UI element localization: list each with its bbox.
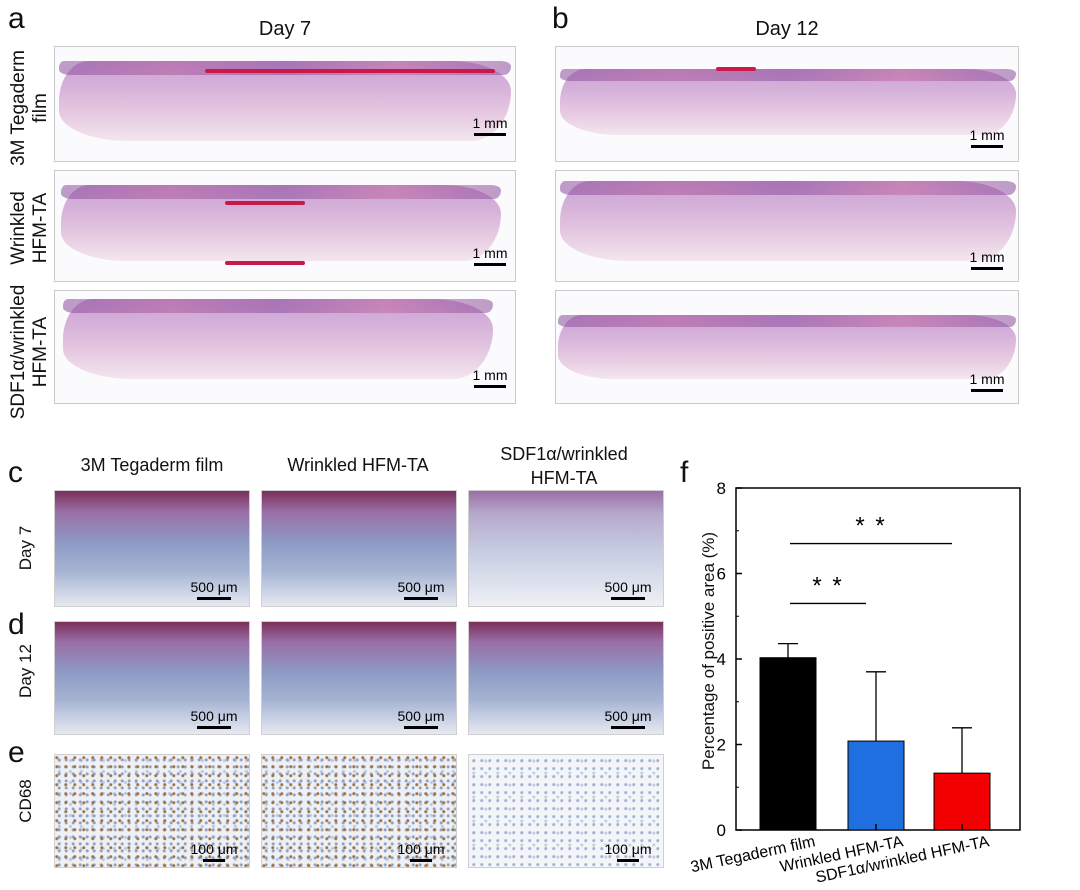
- scale-bar-label: 100 μm: [190, 841, 238, 857]
- row-label-sdf1a: SDF1α/wrinkled HFM-TA: [8, 270, 52, 434]
- scale-bar-label: 500 μm: [604, 579, 652, 595]
- masson-image-tegaderm-day12: 500 μm: [54, 621, 250, 735]
- scale-bar-label: 1 mm: [472, 245, 508, 261]
- scale-bar-label: 500 μm: [190, 579, 238, 595]
- masson-image-wrinkled-day7: 500 μm: [261, 490, 457, 607]
- scale-bar-label: 1 mm: [472, 367, 508, 383]
- scale-bar-label: 500 μm: [190, 708, 238, 724]
- scale-bar: 1 mm: [455, 367, 515, 388]
- scale-bar: 1 mm: [952, 249, 1018, 270]
- scale-bar-label: 100 μm: [397, 841, 445, 857]
- masson-image-sdf1a-day12: 500 μm: [468, 621, 664, 735]
- column-title-sdf1a: SDF1α/wrinkled HFM-TA: [464, 442, 664, 490]
- he-image-wrinkled-day12: 1 mm: [555, 170, 1019, 282]
- scale-bar: 1 mm: [455, 115, 515, 136]
- scale-bar-label: 500 μm: [604, 708, 652, 724]
- row-label-cd68: CD68: [16, 779, 35, 823]
- scale-bar: 100 μm: [388, 841, 454, 862]
- scale-bar: 100 μm: [595, 841, 661, 862]
- cd68-image-sdf1a: 100 μm: [468, 754, 664, 868]
- scale-bar-label: 500 μm: [397, 579, 445, 595]
- row-label-line: SDF1α/wrinkled: [8, 284, 29, 420]
- scale-bar: 500 μm: [593, 708, 663, 729]
- row-label-line: film: [30, 93, 51, 123]
- column-title-line: 3M Tegaderm film: [80, 455, 224, 475]
- he-image-wrinkled-day7: 1 mm: [54, 170, 516, 282]
- y-tick-label: 0: [717, 821, 726, 840]
- cd68-image-wrinkled: 100 μm: [261, 754, 457, 868]
- bar: [847, 740, 905, 831]
- panel-label-a: a: [8, 2, 25, 35]
- scale-bar: 500 μm: [179, 579, 249, 600]
- column-title-wrinkled: Wrinkled HFM-TA: [258, 455, 458, 476]
- cd68-image-tegaderm: 100 μm: [54, 754, 250, 868]
- masson-image-sdf1a-day7: 500 μm: [468, 490, 664, 607]
- masson-image-tegaderm-day7: 500 μm: [54, 490, 250, 607]
- panel-label-d: d: [8, 608, 25, 641]
- y-tick-label: 2: [717, 736, 726, 755]
- scale-bar-label: 1 mm: [472, 115, 508, 131]
- scale-bar: 1 mm: [952, 127, 1018, 148]
- significance-label: * *: [812, 572, 843, 599]
- he-image-sdf1a-day7: 1 mm: [54, 290, 516, 404]
- y-tick-label: 6: [717, 565, 726, 584]
- scale-bar: 100 μm: [181, 841, 247, 862]
- he-image-sdf1a-day12: 1 mm: [555, 290, 1019, 404]
- panel-label-b: b: [552, 2, 569, 35]
- row-label-day7: Day 7: [16, 525, 35, 571]
- y-tick-label: 8: [717, 479, 726, 498]
- scale-bar-label: 100 μm: [604, 841, 652, 857]
- panel-label-e: e: [8, 736, 25, 769]
- column-title-tegaderm: 3M Tegaderm film: [52, 455, 252, 476]
- row-label-day12: Day 12: [16, 644, 35, 698]
- bar: [759, 657, 817, 831]
- bar: [933, 772, 991, 831]
- column-title-line: SDF1α/wrinkled: [500, 444, 628, 464]
- column-title-day12: Day 12: [755, 18, 819, 40]
- scale-bar: 1 mm: [952, 371, 1018, 392]
- row-label-line: 3M Tegaderm: [8, 50, 29, 166]
- scale-bar: 500 μm: [179, 708, 249, 729]
- he-image-tegaderm-day7: 1 mm: [54, 46, 516, 162]
- scale-bar: 1 mm: [455, 245, 515, 266]
- scale-bar-label: 1 mm: [969, 371, 1005, 387]
- scale-bar-label: 1 mm: [969, 249, 1005, 265]
- scale-bar-label: 500 μm: [397, 708, 445, 724]
- significance-label: * *: [855, 513, 886, 540]
- masson-image-wrinkled-day12: 500 μm: [261, 621, 457, 735]
- y-tick-label: 4: [717, 650, 726, 669]
- scale-bar: 500 μm: [386, 579, 456, 600]
- he-image-tegaderm-day12: 1 mm: [555, 46, 1019, 162]
- scale-bar-label: 1 mm: [969, 127, 1005, 143]
- scale-bar: 500 μm: [593, 579, 663, 600]
- row-label-tegaderm: 3M Tegaderm film: [8, 38, 52, 178]
- column-title-line: HFM-TA: [530, 468, 598, 488]
- panel-label-f: f: [680, 456, 689, 489]
- scale-bar: 500 μm: [386, 708, 456, 729]
- panel-label-c: c: [8, 456, 23, 489]
- column-title-day7: Day 7: [258, 18, 312, 40]
- column-title-line: Wrinkled HFM-TA: [287, 455, 429, 475]
- row-label-line: HFM-TA: [30, 316, 51, 388]
